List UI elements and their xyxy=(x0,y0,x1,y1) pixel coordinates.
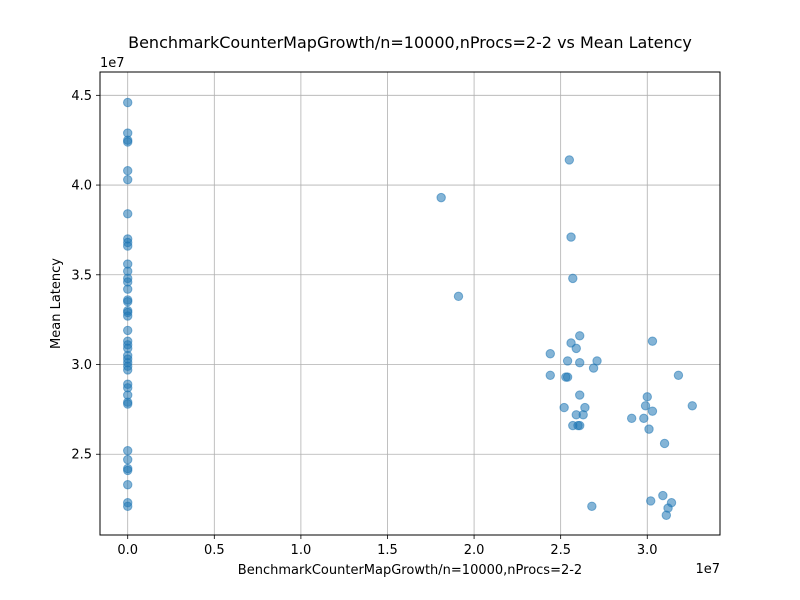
scatter-point xyxy=(687,401,697,411)
scatter-point xyxy=(642,392,652,402)
scatter-point xyxy=(123,501,133,511)
scatter-point xyxy=(123,365,133,375)
y-axis-offset-label: 1e7 xyxy=(100,56,125,71)
scatter-point xyxy=(545,349,555,359)
x-tick-label: 1.0 xyxy=(291,543,312,558)
scatter-point xyxy=(673,370,684,380)
scatter-point xyxy=(647,336,658,346)
scatter-point xyxy=(575,420,585,431)
scatter-point xyxy=(123,97,133,108)
scatter-point xyxy=(626,413,637,424)
x-axis-offset-label: 1e7 xyxy=(695,562,720,577)
x-tick-label: 1.5 xyxy=(377,543,398,558)
scatter-point xyxy=(453,291,464,302)
y-axis-label: Mean Latency xyxy=(49,258,64,349)
scatter-point xyxy=(644,424,654,434)
scatter-point xyxy=(123,209,133,219)
scatter-point xyxy=(561,372,571,382)
scatter-point xyxy=(564,155,575,165)
scatter-point xyxy=(566,232,576,242)
scatter-point xyxy=(575,358,585,368)
x-tick-label: 0.5 xyxy=(204,543,225,558)
grid-lines xyxy=(100,72,720,535)
scatter-point xyxy=(568,273,578,284)
scatter-point xyxy=(588,363,599,373)
y-tick-label: 3.0 xyxy=(71,358,92,373)
scatter-point xyxy=(123,325,133,336)
scatter-point xyxy=(646,496,656,506)
scatter-point xyxy=(123,284,133,294)
scatter-point xyxy=(639,413,649,424)
scatter-point xyxy=(545,370,555,380)
plot-frame xyxy=(99,71,721,536)
data-points xyxy=(123,97,697,520)
scatter-point xyxy=(123,454,133,465)
x-axis-label: BenchmarkCounterMapGrowth/n=10000,nProcs… xyxy=(238,563,582,578)
scatter-point xyxy=(123,480,133,490)
x-tick-label: 3.0 xyxy=(637,543,658,558)
scatter-point xyxy=(575,331,585,341)
scatter-point xyxy=(658,490,668,501)
scatter-point xyxy=(640,401,651,411)
scatter-point xyxy=(123,465,133,476)
scatter-point xyxy=(647,406,658,416)
x-tick-label: 2.5 xyxy=(550,543,571,558)
y-axis-ticks: 2.5 3.0 3.5 4.0 4.5 xyxy=(71,89,100,463)
scatter-point xyxy=(659,438,670,449)
scatter-point xyxy=(571,343,581,354)
scatter-point xyxy=(123,166,133,176)
scatter-point xyxy=(123,297,133,307)
scatter-point xyxy=(575,390,585,400)
x-tick-label: 0.0 xyxy=(117,543,138,558)
scatter-point xyxy=(123,241,133,251)
scatter-point xyxy=(123,445,133,456)
scatter-point xyxy=(123,137,133,147)
chart-title: BenchmarkCounterMapGrowth/n=10000,nProcs… xyxy=(128,33,692,52)
scatter-point xyxy=(562,356,573,366)
scatter-point xyxy=(661,510,672,520)
x-tick-label: 2.0 xyxy=(464,543,485,558)
y-tick-label: 3.5 xyxy=(71,268,92,283)
y-tick-label: 2.5 xyxy=(71,448,92,463)
scatter-point xyxy=(587,501,597,511)
scatter-point xyxy=(123,174,133,185)
scatter-point xyxy=(559,402,569,413)
x-axis-ticks: 0.0 0.5 1.0 1.5 2.0 2.5 3.0 xyxy=(117,535,658,558)
y-tick-label: 4.0 xyxy=(71,179,92,194)
scatter-point xyxy=(578,410,588,420)
scatter-point xyxy=(436,192,446,203)
y-tick-label: 4.5 xyxy=(71,89,92,104)
scatter-point xyxy=(123,399,133,409)
scatter-point xyxy=(123,311,133,321)
